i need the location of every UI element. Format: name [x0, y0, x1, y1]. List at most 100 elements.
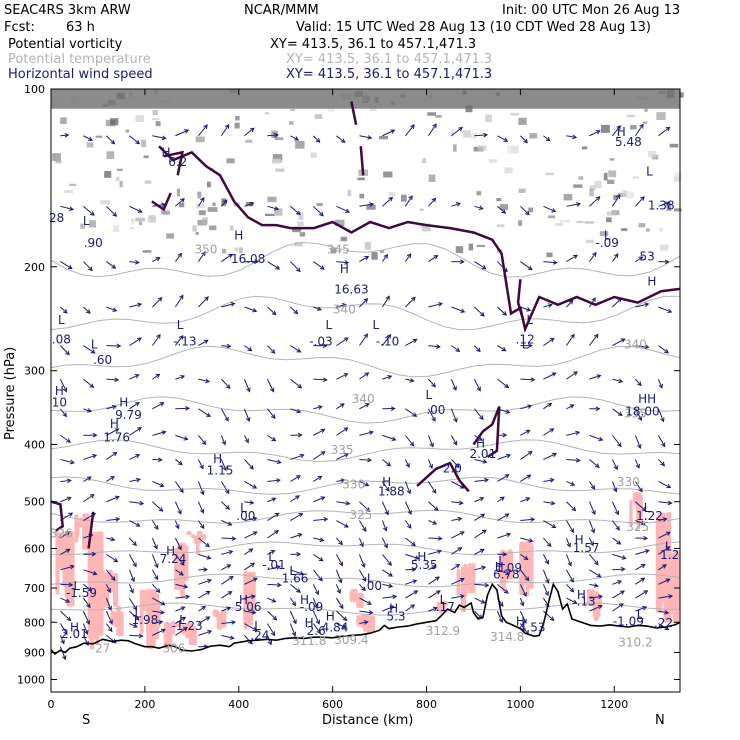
wind-vector: [474, 566, 486, 571]
wind-vector: [151, 554, 159, 568]
wind-vector-head: [572, 599, 578, 604]
wind-vector: [267, 583, 281, 586]
wind-vector: [60, 479, 71, 482]
theta-label: 330: [617, 475, 640, 489]
wind-vector: [612, 298, 622, 308]
extremum-label: H: [382, 475, 391, 489]
wind-vector: [290, 475, 301, 482]
wind-vector: [474, 529, 487, 539]
y-tick-label: 800: [24, 616, 45, 629]
wind-vector: [451, 578, 465, 585]
wind-vector: [543, 479, 554, 482]
wind-vector: [382, 459, 391, 467]
extremum-label: 6.78: [493, 568, 520, 582]
stratosphere-shading-cell: [606, 217, 612, 223]
wind-vector-head: [158, 619, 164, 625]
wind-vector: [267, 205, 279, 210]
wind-vector: [129, 303, 142, 308]
wind-vector: [106, 452, 117, 460]
wind-vector: [198, 553, 211, 559]
x-tick-label: 1200: [600, 698, 628, 711]
stratosphere-shading-cell: [468, 243, 474, 251]
wind-vector: [451, 345, 460, 352]
extremum-label: .17: [436, 600, 455, 614]
extremum-label: .08: [52, 333, 71, 347]
wind-vector-head: [274, 512, 280, 518]
wind-vector: [658, 531, 671, 539]
wind-vector: [611, 459, 618, 470]
theta-contour: [50, 476, 681, 495]
stratosphere-shading-cell: [179, 202, 185, 208]
wind-vector-head: [297, 533, 303, 538]
wind-vector-head: [201, 440, 207, 446]
wind-vector: [175, 198, 185, 207]
wind-vector-head: [177, 545, 182, 551]
wind-vector-head: [291, 601, 297, 607]
wind-vector-head: [159, 482, 165, 488]
wind-vector: [382, 583, 393, 587]
wind-vector: [450, 435, 458, 445]
wind-vector-head: [593, 583, 599, 588]
wind-vector: [59, 378, 67, 392]
humidity-shading-cell: [356, 618, 361, 624]
wind-vector-head: [569, 577, 574, 583]
wind-vector-head: [504, 513, 510, 518]
wind-vector: [198, 616, 210, 624]
wind-vector: [565, 334, 575, 346]
wind-vector-head: [86, 603, 91, 609]
axis-ticks: 0 200 400 600 800 1000 1200 100 200 300 400 500 600 7…: [17, 83, 680, 711]
wind-vector-head: [386, 461, 392, 467]
wind-vector: [128, 554, 137, 567]
wind-vector-head: [249, 464, 254, 470]
wind-vector: [174, 335, 184, 346]
stratosphere-shading-cell: [576, 220, 584, 224]
stratosphere-shading-cell: [366, 204, 376, 210]
wind-vector-head: [551, 523, 557, 529]
x-tick-label: 800: [416, 698, 437, 711]
wind-vector-head: [522, 618, 527, 624]
init-time: Init: 00 UTC Mon 26 Aug 13: [502, 3, 680, 18]
stratosphere-shading-cell: [626, 114, 635, 118]
wind-vector-head: [159, 402, 165, 407]
stratosphere-shading-cell: [245, 139, 253, 143]
wind-vector: [290, 408, 301, 413]
wind-vector: [198, 606, 206, 612]
wind-vector-head: [620, 590, 625, 595]
wind-vector-head: [413, 590, 419, 595]
wind-vector: [474, 549, 485, 555]
humidity-shading-cell: [629, 499, 633, 526]
wind-vector: [635, 564, 646, 571]
wind-vector-head: [501, 346, 507, 352]
wind-vector: [520, 306, 531, 311]
wind-vector-head: [411, 567, 417, 572]
wind-vector-head: [591, 510, 596, 516]
stratosphere-shading-cell: [138, 221, 143, 226]
wind-vector: [221, 591, 232, 599]
wind-vector-head: [199, 508, 205, 514]
wind-vector-head: [506, 532, 512, 538]
wind-vector-head: [551, 208, 557, 213]
wind-vector: [244, 127, 255, 137]
wind-vector: [290, 261, 301, 272]
wind-vector: [128, 569, 135, 582]
wind-vector: [175, 375, 185, 380]
wind-vector: [106, 569, 116, 581]
wind-vector: [290, 513, 303, 521]
wind-vector: [83, 494, 95, 503]
extremum-label: L: [289, 564, 296, 578]
wind-vector: [313, 451, 326, 460]
wind-vector: [451, 202, 461, 207]
wind-vector: [244, 562, 255, 571]
wind-vector-head: [483, 132, 489, 138]
y-tick-label: 100: [24, 83, 45, 96]
stratosphere-shading-cell: [275, 168, 285, 172]
wind-vector-head: [336, 589, 341, 595]
wind-vector-head: [429, 442, 434, 448]
wind-vector: [221, 634, 234, 639]
wind-vector-head: [435, 590, 441, 595]
wind-vector: [198, 537, 210, 547]
theta-label: 306: [163, 641, 186, 655]
wind-vector: [405, 537, 416, 546]
wind-vector: [543, 304, 552, 308]
wind-vector-head: [62, 412, 67, 418]
